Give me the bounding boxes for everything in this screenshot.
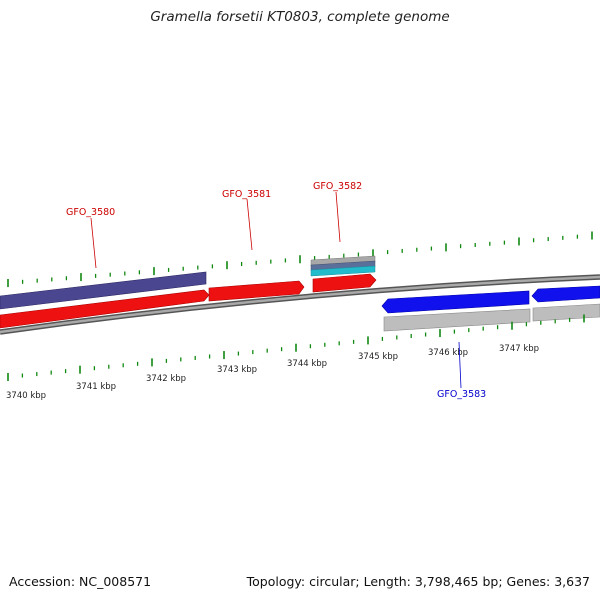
gene-arrow-reverse-next[interactable]	[531, 285, 600, 303]
inner-tick-row	[7, 314, 585, 381]
feature-bar-gray-lower-2	[532, 303, 600, 322]
position-tick-labels: 3740 kbp 3741 kbp 3742 kbp 3743 kbp 3744 kbp…	[6, 344, 539, 401]
gene-label-GFO_3583[interactable]: GFO_3583	[437, 389, 486, 400]
outer-tick-row	[7, 231, 593, 287]
position-tick-label: 3742 kbp	[146, 374, 186, 384]
position-tick-label: 3744 kbp	[287, 359, 327, 369]
accession-text: Accession: NC_008571	[9, 574, 152, 589]
leader-line-GFO_3582	[335, 191, 341, 243]
leader-line-GFO_3580	[90, 217, 97, 269]
position-tick-label: 3740 kbp	[6, 391, 46, 401]
leader-line-GFO_3583	[458, 341, 462, 389]
genome-backbone-highlight	[0, 275, 600, 334]
genome-stats-text: Topology: circular; Length: 3,798,465 bp…	[246, 574, 590, 589]
gene-arrow-GFO_3580[interactable]	[0, 289, 210, 329]
feature-bar-gray-lower	[383, 308, 531, 332]
genome-title: Gramella forsetii KT0803, complete genom…	[150, 9, 450, 25]
leader-line-GFO_3581	[246, 198, 253, 251]
feature-bar-cyan	[310, 265, 376, 277]
gene-arrow-GFO_3582[interactable]	[312, 273, 377, 293]
gene-label-GFO_3582[interactable]: GFO_3582	[313, 181, 362, 192]
gene-label-GFO_3580[interactable]: GFO_3580	[66, 207, 115, 218]
gene-arrow-GFO_3581[interactable]	[208, 280, 305, 302]
gene-arrow-GFO_3583[interactable]	[381, 290, 530, 314]
position-tick-label: 3746 kbp	[428, 348, 468, 358]
position-tick-label: 3741 kbp	[76, 382, 116, 392]
position-tick-label: 3745 kbp	[358, 352, 398, 362]
position-tick-label: 3743 kbp	[217, 365, 257, 375]
gene-label-GFO_3581[interactable]: GFO_3581	[222, 189, 271, 200]
feature-bar-lavender	[0, 271, 207, 310]
position-tick-label: 3747 kbp	[499, 344, 539, 354]
